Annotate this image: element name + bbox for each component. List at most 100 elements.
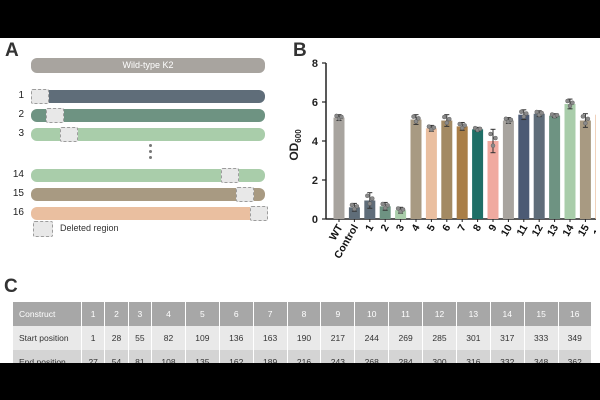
replicate-point xyxy=(462,123,467,128)
construct-header-cell: 3 xyxy=(127,302,152,326)
construct-header-cell: 1 xyxy=(80,302,105,326)
construct-bar xyxy=(31,188,265,201)
start-position-cell: 269 xyxy=(388,326,423,350)
end-position-cell: 268 xyxy=(354,350,389,363)
bar-12 xyxy=(533,113,545,219)
deleted-region-box xyxy=(235,187,254,202)
end-position-cell: 362 xyxy=(557,350,591,363)
ellipsis-dot xyxy=(149,156,152,159)
construct-bar xyxy=(31,169,265,182)
end-position-cell: 135 xyxy=(184,350,220,363)
replicate-point xyxy=(426,124,432,129)
bar-9 xyxy=(487,141,499,219)
x-tick-label: 7 xyxy=(455,222,468,233)
x-tick-label: 3 xyxy=(394,222,407,233)
bar-8 xyxy=(472,129,484,219)
replicate-point xyxy=(380,201,385,207)
replicate-point xyxy=(349,202,355,208)
replicate-point xyxy=(416,116,421,121)
table-row: Start position 1 28 55 82 109 136 163 190 217 244… xyxy=(13,326,591,350)
ellipsis-dot xyxy=(149,144,152,147)
construct-bar xyxy=(31,90,265,103)
deleted-region-legend-swatch xyxy=(33,221,53,237)
start-position-cell: 333 xyxy=(523,326,559,350)
replicate-point xyxy=(521,114,527,119)
x-tick-label: 14 xyxy=(560,222,576,238)
construct-row-number: 1 xyxy=(18,90,24,101)
end-position-cell: 54 xyxy=(104,350,129,363)
replicate-point xyxy=(457,121,462,127)
end-position-cell: 27 xyxy=(80,350,105,363)
construct-bar xyxy=(31,128,265,141)
start-position-cell: 55 xyxy=(127,326,152,350)
figure-canvas: A B C Wild-type K2 1 2 3 14 15 16 Deleted reg… xyxy=(0,38,600,363)
replicate-point xyxy=(567,103,573,109)
construct-header-cell: 8 xyxy=(286,302,321,326)
start-position-cell: 285 xyxy=(422,326,457,350)
construct-row-number: 2 xyxy=(18,109,24,120)
end-position-cell: 216 xyxy=(286,350,321,363)
replicate-point xyxy=(367,201,373,206)
start-position-cell: 301 xyxy=(455,326,491,350)
replicate-point xyxy=(411,114,416,119)
end-position-cell: 284 xyxy=(388,350,423,363)
y-axis-label: OD600 xyxy=(287,129,303,161)
construct-header-cell: 15 xyxy=(523,302,559,326)
construct-row-number: 3 xyxy=(18,128,24,139)
construct-header-cell: 7 xyxy=(252,302,288,326)
start-position-cell: 349 xyxy=(557,326,591,350)
construct-row-number: 14 xyxy=(12,169,24,180)
bar-7 xyxy=(456,126,468,219)
start-position-cell: 1 xyxy=(80,326,105,350)
replicate-point xyxy=(554,112,560,118)
end-position-cell: 81 xyxy=(127,350,152,363)
x-tick-label: 16 xyxy=(591,222,596,238)
start-position-cell: 217 xyxy=(320,326,355,350)
deleted-region-box xyxy=(31,89,49,104)
start-position-cell: 190 xyxy=(286,326,321,350)
replicate-point xyxy=(583,121,588,126)
replicate-point xyxy=(400,207,406,212)
bar-13 xyxy=(549,115,561,219)
replicate-point xyxy=(395,206,401,211)
replicate-point xyxy=(488,131,493,137)
deleted-region-box xyxy=(221,168,240,183)
bar-6 xyxy=(441,120,453,219)
construct-header-cell: 9 xyxy=(320,302,355,326)
x-tick-label: 12 xyxy=(530,222,546,238)
bar-Control xyxy=(348,207,360,219)
replicate-point xyxy=(508,117,514,122)
y-tick-label: 4 xyxy=(312,136,319,148)
construct-header-cell: 2 xyxy=(104,302,129,326)
start-position-cell: 136 xyxy=(218,326,254,350)
replicate-point xyxy=(585,116,591,122)
construct-header-cell: 16 xyxy=(557,302,591,326)
bar-1 xyxy=(364,200,376,219)
replicate-point xyxy=(370,196,375,201)
start-position-cell: 163 xyxy=(252,326,288,350)
y-axis-label-main: OD xyxy=(287,142,301,160)
start-position-cell: 317 xyxy=(489,326,525,350)
construct-header-cell: 11 xyxy=(388,302,423,326)
table-header-row: Construct 1 2 3 4 5 6 7 8 9 10 11 12 13 14 15 16 xyxy=(13,302,591,326)
construct-bar xyxy=(31,207,265,220)
start-position-label: Start position xyxy=(13,326,82,350)
bar-15 xyxy=(579,120,591,219)
x-tick-label: 10 xyxy=(499,222,515,238)
table-header-label: Construct xyxy=(13,302,82,326)
table-row: End position 27 54 81 108 135 162 189 216 243 268… xyxy=(13,350,591,363)
end-position-label: End position xyxy=(13,350,82,363)
start-position-cell: 28 xyxy=(104,326,129,350)
end-position-cell: 162 xyxy=(218,350,254,363)
construct-header-cell: 14 xyxy=(489,302,525,326)
y-tick-label: 8 xyxy=(312,58,318,70)
construct-position-table: Construct 1 2 3 4 5 6 7 8 9 10 11 12 13 14 15 16 Start … xyxy=(13,302,591,363)
replicate-point xyxy=(354,204,360,209)
replicate-point xyxy=(524,111,529,116)
bar-14 xyxy=(564,103,576,219)
wildtype-bar: Wild-type K2 xyxy=(31,58,265,73)
bar-16 xyxy=(595,114,596,219)
bar-11 xyxy=(518,114,530,219)
start-position-cell: 82 xyxy=(151,326,186,350)
replicate-point xyxy=(334,113,339,119)
